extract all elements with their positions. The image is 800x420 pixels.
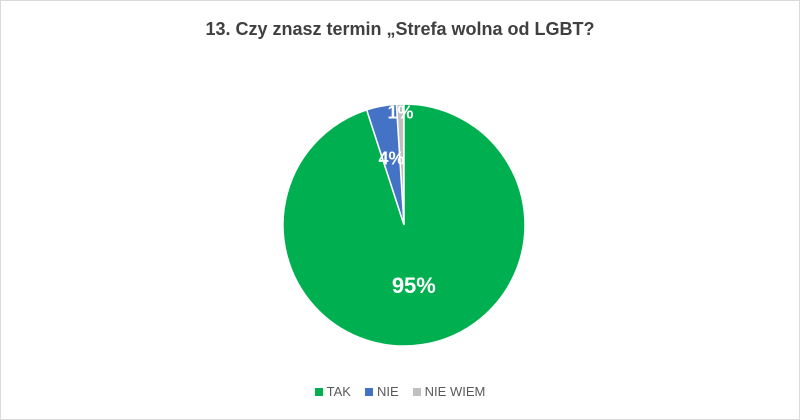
chart-title: 13. Czy znasz termin „Strefa wolna od LG… xyxy=(205,19,595,39)
pie-slices xyxy=(282,103,526,347)
data-label-nie: 4% xyxy=(379,148,405,168)
legend-item-nie-wiem: NIE WIEM xyxy=(412,384,486,399)
legend-swatch-nie xyxy=(364,387,373,396)
legend-swatch-tak xyxy=(314,387,323,396)
legend-swatch-nie-wiem xyxy=(412,387,421,396)
legend-label-nie: NIE xyxy=(376,384,399,399)
data-label-nie-wiem: 1% xyxy=(387,102,413,122)
legend-label-tak: TAK xyxy=(326,384,351,399)
pie-slice-tak xyxy=(282,103,526,347)
data-label-tak: 95% xyxy=(392,273,436,298)
legend-label-nie-wiem: NIE WIEM xyxy=(424,384,486,399)
legend-item-nie: NIE xyxy=(364,384,399,399)
legend: TAK NIE NIE WIEM xyxy=(1,384,799,399)
pie-labels: 1% 4% 95% xyxy=(379,102,436,297)
legend-item-tak: TAK xyxy=(314,384,351,399)
